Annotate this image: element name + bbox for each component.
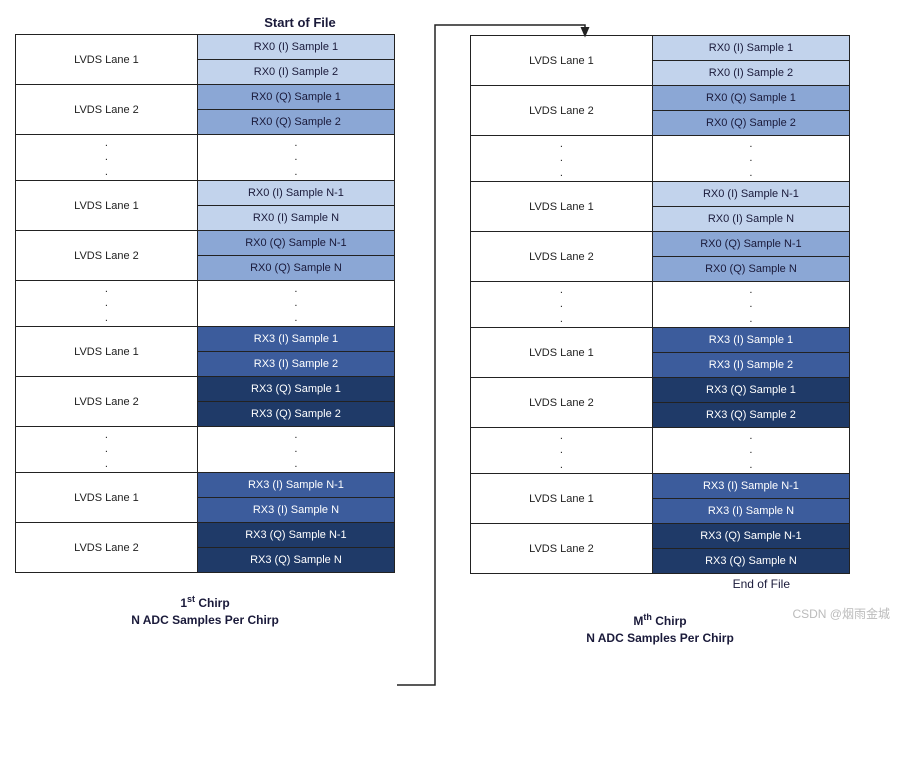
sample-cell: RX3 (I) Sample 1 [197, 327, 394, 352]
lane-cell: LVDS Lane 1 [471, 474, 653, 524]
spacer-cell: ... [471, 282, 653, 328]
lane-cell: LVDS Lane 1 [16, 327, 198, 377]
sample-cell: RX3 (Q) Sample 1 [652, 378, 849, 403]
sample-cell: RX3 (Q) Sample 2 [652, 403, 849, 428]
sample-cell: RX3 (I) Sample N-1 [652, 474, 849, 499]
sample-cell: RX0 (Q) Sample N-1 [652, 232, 849, 257]
spacer-cell: ... [16, 427, 198, 473]
sample-cell: RX3 (I) Sample 2 [197, 352, 394, 377]
spacer-cell: ... [471, 136, 653, 182]
lane-cell: LVDS Lane 1 [471, 328, 653, 378]
spacer-cell: ... [197, 281, 394, 327]
sample-cell: RX0 (Q) Sample 1 [197, 85, 394, 110]
sample-cell: RX3 (I) Sample 1 [652, 328, 849, 353]
sample-cell: RX3 (Q) Sample N [197, 548, 394, 573]
spacer-cell: ... [197, 427, 394, 473]
sample-cell: RX0 (Q) Sample 1 [652, 86, 849, 111]
lane-cell: LVDS Lane 1 [16, 181, 198, 231]
sample-cell: RX0 (Q) Sample 2 [652, 111, 849, 136]
sample-cell: RX3 (I) Sample N-1 [197, 473, 394, 498]
spacer-cell: ... [652, 428, 849, 474]
spacer-cell: ... [16, 135, 198, 181]
diagram-container: Start of File LVDS Lane 1 RX0 (I) Sample… [15, 15, 895, 647]
sample-cell: RX3 (I) Sample N [652, 499, 849, 524]
sample-cell: RX3 (Q) Sample 2 [197, 402, 394, 427]
watermark: CSDN @烟雨金城 [792, 605, 890, 622]
lane-cell: LVDS Lane 2 [471, 86, 653, 136]
spacer-cell: ... [652, 136, 849, 182]
lane-cell: LVDS Lane 1 [16, 473, 198, 523]
lane-cell: LVDS Lane 2 [471, 232, 653, 282]
sample-cell: RX0 (I) Sample 1 [652, 36, 849, 61]
spacer-cell: ... [16, 281, 198, 327]
left-table: LVDS Lane 1 RX0 (I) Sample 1 RX0 (I) Sam… [15, 34, 395, 573]
sample-cell: RX3 (I) Sample N [197, 498, 394, 523]
sample-cell: RX0 (I) Sample 2 [197, 60, 394, 85]
left-column: Start of File LVDS Lane 1 RX0 (I) Sample… [15, 15, 395, 647]
sample-cell: RX0 (Q) Sample 2 [197, 110, 394, 135]
right-table: LVDS Lane 1 RX0 (I) Sample 1 RX0 (I) Sam… [470, 35, 850, 574]
sample-cell: RX0 (I) Sample 1 [197, 35, 394, 60]
end-of-file-label: End of File [470, 577, 850, 591]
lane-cell: LVDS Lane 1 [16, 35, 198, 85]
spacer-cell: ... [197, 135, 394, 181]
left-caption: 1st Chirp N ADC Samples Per Chirp [15, 593, 395, 629]
lane-cell: LVDS Lane 2 [16, 231, 198, 281]
start-of-file-label: Start of File [205, 15, 395, 30]
sample-cell: RX0 (I) Sample N-1 [652, 182, 849, 207]
lane-cell: LVDS Lane 2 [16, 523, 198, 573]
lane-cell: LVDS Lane 2 [16, 85, 198, 135]
lane-cell: LVDS Lane 2 [471, 524, 653, 574]
right-column: LVDS Lane 1 RX0 (I) Sample 1 RX0 (I) Sam… [470, 15, 850, 647]
sample-cell: RX3 (Q) Sample N-1 [652, 524, 849, 549]
sample-cell: RX0 (I) Sample N-1 [197, 181, 394, 206]
lane-cell: LVDS Lane 1 [471, 182, 653, 232]
lane-cell: LVDS Lane 1 [471, 36, 653, 86]
sample-cell: RX0 (I) Sample 2 [652, 61, 849, 86]
sample-cell: RX3 (Q) Sample N [652, 549, 849, 574]
sample-cell: RX3 (I) Sample 2 [652, 353, 849, 378]
sample-cell: RX0 (Q) Sample N [197, 256, 394, 281]
spacer-cell: ... [471, 428, 653, 474]
sample-cell: RX0 (I) Sample N [652, 207, 849, 232]
sample-cell: RX0 (Q) Sample N [652, 257, 849, 282]
spacer-cell: ... [652, 282, 849, 328]
sample-cell: RX0 (Q) Sample N-1 [197, 231, 394, 256]
lane-cell: LVDS Lane 2 [471, 378, 653, 428]
sample-cell: RX0 (I) Sample N [197, 206, 394, 231]
sample-cell: RX3 (Q) Sample N-1 [197, 523, 394, 548]
sample-cell: RX3 (Q) Sample 1 [197, 377, 394, 402]
lane-cell: LVDS Lane 2 [16, 377, 198, 427]
